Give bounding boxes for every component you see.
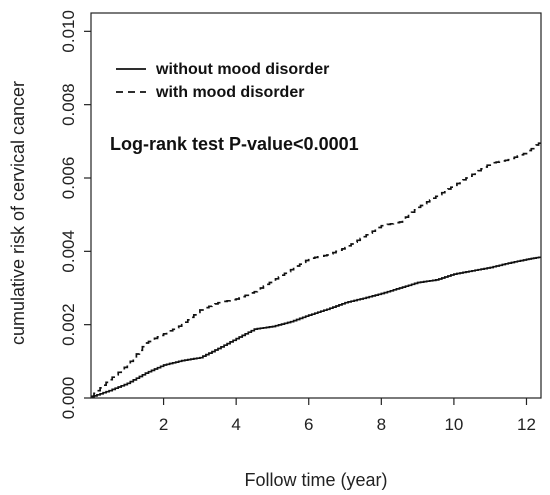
legend-label: with mood disorder [155, 84, 304, 101]
y-tick-label: 0.002 [59, 303, 78, 346]
y-axis-title: cumulative risk of cervical cancer [8, 81, 28, 345]
y-tick-label: 0.008 [59, 83, 78, 126]
legend: without mood disorder with mood disorder [116, 61, 329, 101]
logrank-annotation: Log-rank test P-value<0.0001 [110, 134, 359, 154]
y-tick-label: 0.006 [59, 157, 78, 200]
x-tick-label: 8 [377, 415, 386, 434]
x-axis-title: Follow time (year) [244, 470, 387, 490]
x-tick-label: 4 [231, 415, 240, 434]
legend-label: without mood disorder [155, 61, 329, 78]
series-line-without-mood-disorder [91, 256, 541, 398]
y-tick-label: 0.004 [59, 230, 78, 273]
x-tick-label: 6 [304, 415, 313, 434]
plot-area [91, 141, 541, 398]
x-tick-label: 12 [517, 415, 536, 434]
y-tick-label: 0.000 [59, 377, 78, 420]
series-line-with-mood-disorder [91, 141, 541, 398]
x-tick-label: 10 [444, 415, 463, 434]
plot-frame [90, 12, 542, 399]
y-tick-label: 0.010 [59, 10, 78, 53]
x-tick-label: 2 [159, 415, 168, 434]
axes: 2 4 6 8 10 12 0.000 0.002 0.004 0.006 0.008 0.010 [59, 10, 542, 434]
